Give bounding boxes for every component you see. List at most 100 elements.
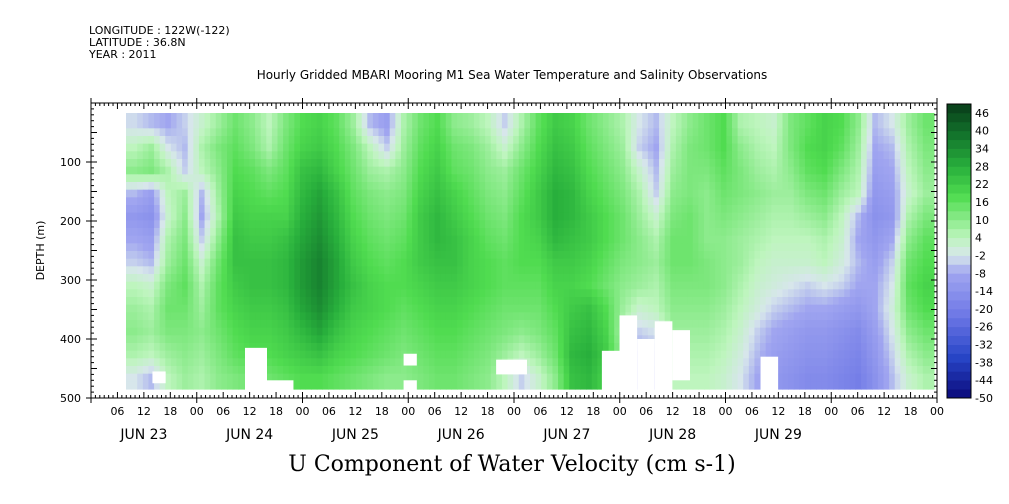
heatmap-cell <box>400 228 408 237</box>
heatmap-cell <box>361 113 368 122</box>
heatmap-cell <box>687 343 694 352</box>
heatmap-cell <box>356 243 363 252</box>
heatmap-cell <box>664 251 671 260</box>
heatmap-cell <box>170 343 178 352</box>
heatmap-cell <box>552 358 559 367</box>
heatmap-cell <box>333 312 340 321</box>
heatmap-cell <box>732 304 739 313</box>
heatmap-cell <box>227 205 234 214</box>
heatmap-cell <box>182 197 189 206</box>
heatmap-cell <box>490 243 497 252</box>
heatmap-cell <box>131 373 138 382</box>
heatmap-cell <box>591 343 598 352</box>
heatmap-cell <box>530 358 537 367</box>
heatmap-cell <box>922 335 929 344</box>
heatmap-cell <box>917 159 924 168</box>
heatmap-cell <box>479 297 486 306</box>
heatmap-cell <box>423 358 430 367</box>
heatmap-cell <box>232 136 239 145</box>
heatmap-cell <box>451 113 458 122</box>
heatmap-cell <box>513 120 520 129</box>
heatmap-cell <box>429 174 436 183</box>
heatmap-cell <box>406 281 413 290</box>
heatmap-cell <box>473 228 481 237</box>
heatmap-cell <box>412 304 419 313</box>
heatmap-cell <box>889 189 896 198</box>
heatmap-cell <box>928 212 935 221</box>
heatmap-cell <box>614 212 621 221</box>
heatmap-cell <box>176 128 183 137</box>
heatmap-cell <box>322 373 329 382</box>
heatmap-cell <box>726 189 733 198</box>
heatmap-cell <box>636 251 643 260</box>
heatmap-cell <box>703 335 711 344</box>
heatmap-cell <box>221 289 228 298</box>
heatmap-cell <box>804 151 812 160</box>
heatmap-cell <box>642 128 649 137</box>
heatmap-cell <box>126 312 133 321</box>
heatmap-cell <box>602 258 610 267</box>
heatmap-cell <box>210 205 217 214</box>
heatmap-cell <box>799 128 806 137</box>
heatmap-cell <box>372 335 380 344</box>
heatmap-cell <box>827 228 834 237</box>
heatmap-cell <box>765 151 772 160</box>
heatmap-cell <box>384 312 391 321</box>
heatmap-cell <box>889 159 896 168</box>
heatmap-cell <box>591 212 598 221</box>
heatmap-cell <box>574 312 582 321</box>
heatmap-cell <box>782 289 789 298</box>
heatmap-cell <box>412 266 419 275</box>
heatmap-cell <box>524 281 531 290</box>
heatmap-cell <box>468 220 475 229</box>
heatmap-cell <box>681 320 688 329</box>
heatmap-cell <box>148 297 155 306</box>
heatmap-cell <box>709 304 716 313</box>
heatmap-cell <box>513 297 520 306</box>
heatmap-cell <box>546 113 554 122</box>
heatmap-cell <box>305 166 312 175</box>
heatmap-cell <box>530 151 537 160</box>
heatmap-cell <box>804 281 812 290</box>
heatmap-cell <box>810 166 817 175</box>
heatmap-cell <box>900 304 907 313</box>
heatmap-cell <box>417 228 424 237</box>
heatmap-cell <box>580 136 587 145</box>
heatmap-cell <box>294 350 301 359</box>
heatmap-cell <box>530 373 537 382</box>
heatmap-cell <box>423 166 430 175</box>
heatmap-cell <box>602 189 610 198</box>
heatmap-cell <box>614 274 621 283</box>
heatmap-cell <box>445 174 453 183</box>
heatmap-cell <box>243 297 251 306</box>
heatmap-cell <box>378 251 385 260</box>
heatmap-cell <box>126 251 133 260</box>
heatmap-cell <box>445 243 453 252</box>
heatmap-cell <box>928 274 935 283</box>
heatmap-cell <box>277 136 284 145</box>
heatmap-cell <box>563 189 570 198</box>
heatmap-cell <box>872 258 879 267</box>
heatmap-cell <box>681 182 688 191</box>
heatmap-cell <box>776 212 784 221</box>
heatmap-cell <box>384 120 391 129</box>
heatmap-cell <box>462 281 469 290</box>
heatmap-cell <box>182 281 189 290</box>
heatmap-cell <box>535 297 542 306</box>
heatmap-cell <box>821 312 828 321</box>
heatmap-cell <box>137 373 144 382</box>
heatmap-cell <box>434 128 441 137</box>
heatmap-cell <box>395 350 402 359</box>
heatmap-cell <box>271 366 279 375</box>
heatmap-cell <box>204 182 211 191</box>
heatmap-cell <box>732 281 739 290</box>
heatmap-cell <box>586 243 593 252</box>
heatmap-cell <box>580 327 587 336</box>
heatmap-cell <box>451 327 458 336</box>
heatmap-cell <box>294 297 301 306</box>
heatmap-cell <box>530 243 537 252</box>
heatmap-cell <box>198 220 206 229</box>
heatmap-cell <box>810 320 817 329</box>
heatmap-cell <box>479 243 486 252</box>
heatmap-cell <box>479 366 486 375</box>
